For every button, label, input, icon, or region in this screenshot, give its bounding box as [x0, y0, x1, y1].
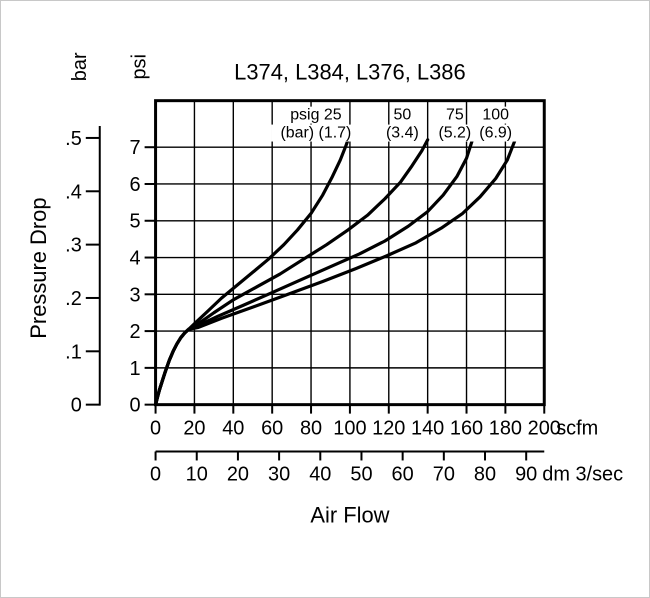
scfm-tick-label: 0 [150, 418, 161, 440]
scfm-tick-label: 40 [222, 418, 244, 440]
series-label-bg [380, 124, 425, 142]
dm3s-tick-label: 90 [515, 463, 537, 485]
series-label-psig-100: 100 [482, 107, 509, 124]
dm3s-tick-label: 80 [474, 463, 496, 485]
chart-title: L374, L384, L376, L386 [234, 60, 465, 85]
series-label-psig-75: (5.2) [438, 125, 471, 142]
series-label-bg [271, 124, 361, 142]
series-label-bg [481, 106, 511, 124]
series-label-psig-25: psig 25 [290, 107, 342, 124]
dm3s-unit-label: dm 3/sec [542, 463, 623, 485]
psi-tick-label: 5 [130, 211, 141, 233]
curve-psig-50 [153, 138, 430, 407]
dm3s-tick-label: 10 [186, 463, 208, 485]
dm3s-tick-label: 50 [350, 463, 372, 485]
psi-tick-label: 2 [130, 321, 141, 343]
psi-tick-label: 3 [130, 284, 141, 306]
bar-tick-label: .1 [65, 341, 82, 363]
scfm-tick-label: 100 [333, 418, 366, 440]
series-label-psig-75: 75 [446, 107, 464, 124]
scfm-tick-label: 20 [183, 418, 205, 440]
dm3s-tick-label: 40 [309, 463, 331, 485]
series-label-psig-50: 50 [394, 107, 412, 124]
bar-tick-label: .4 [65, 181, 82, 203]
series-label-bg [444, 106, 466, 124]
curve-psig-100 [153, 138, 517, 407]
scfm-tick-label: 140 [411, 418, 444, 440]
dm3s-tick-label: 30 [268, 463, 290, 485]
bar-unit-label: bar [69, 52, 91, 81]
series-label-psig-25: (bar) (1.7) [280, 125, 351, 142]
psi-tick-label: 6 [130, 174, 141, 196]
series-label-bg [286, 106, 346, 124]
series-label-psig-100: (6.9) [479, 125, 512, 142]
x-axis-label: Air Flow [310, 502, 389, 527]
y-axis-label: Pressure Drop [26, 197, 51, 338]
series-label-bg [391, 106, 413, 124]
psi-tick-label: 7 [130, 137, 141, 159]
scfm-tick-label: 60 [261, 418, 283, 440]
scfm-unit-label: scfm [556, 418, 598, 440]
scfm-tick-label: 180 [489, 418, 522, 440]
scfm-tick-label: 80 [300, 418, 322, 440]
psi-tick-label: 1 [130, 358, 141, 380]
dm3s-tick-label: 0 [150, 463, 161, 485]
psi-tick-label: 0 [130, 395, 141, 417]
curve-psig-75 [153, 138, 474, 407]
dm3s-tick-label: 70 [433, 463, 455, 485]
dm3s-tick-label: 60 [392, 463, 414, 485]
bar-tick-label: .2 [65, 288, 82, 310]
bar-tick-label: .3 [65, 235, 82, 257]
bar-tick-label: 0 [71, 395, 82, 417]
scfm-tick-label: 120 [372, 418, 405, 440]
dm3s-tick-label: 20 [227, 463, 249, 485]
bar-tick-label: .5 [65, 128, 82, 150]
scfm-tick-label: 160 [450, 418, 483, 440]
series-label-bg [432, 124, 477, 142]
series-label-bg [473, 124, 518, 142]
scfm-tick-label: 200 [528, 418, 561, 440]
series-label-psig-50: (3.4) [386, 125, 419, 142]
psi-unit-label: psi [129, 54, 151, 79]
psi-tick-label: 4 [130, 248, 141, 270]
